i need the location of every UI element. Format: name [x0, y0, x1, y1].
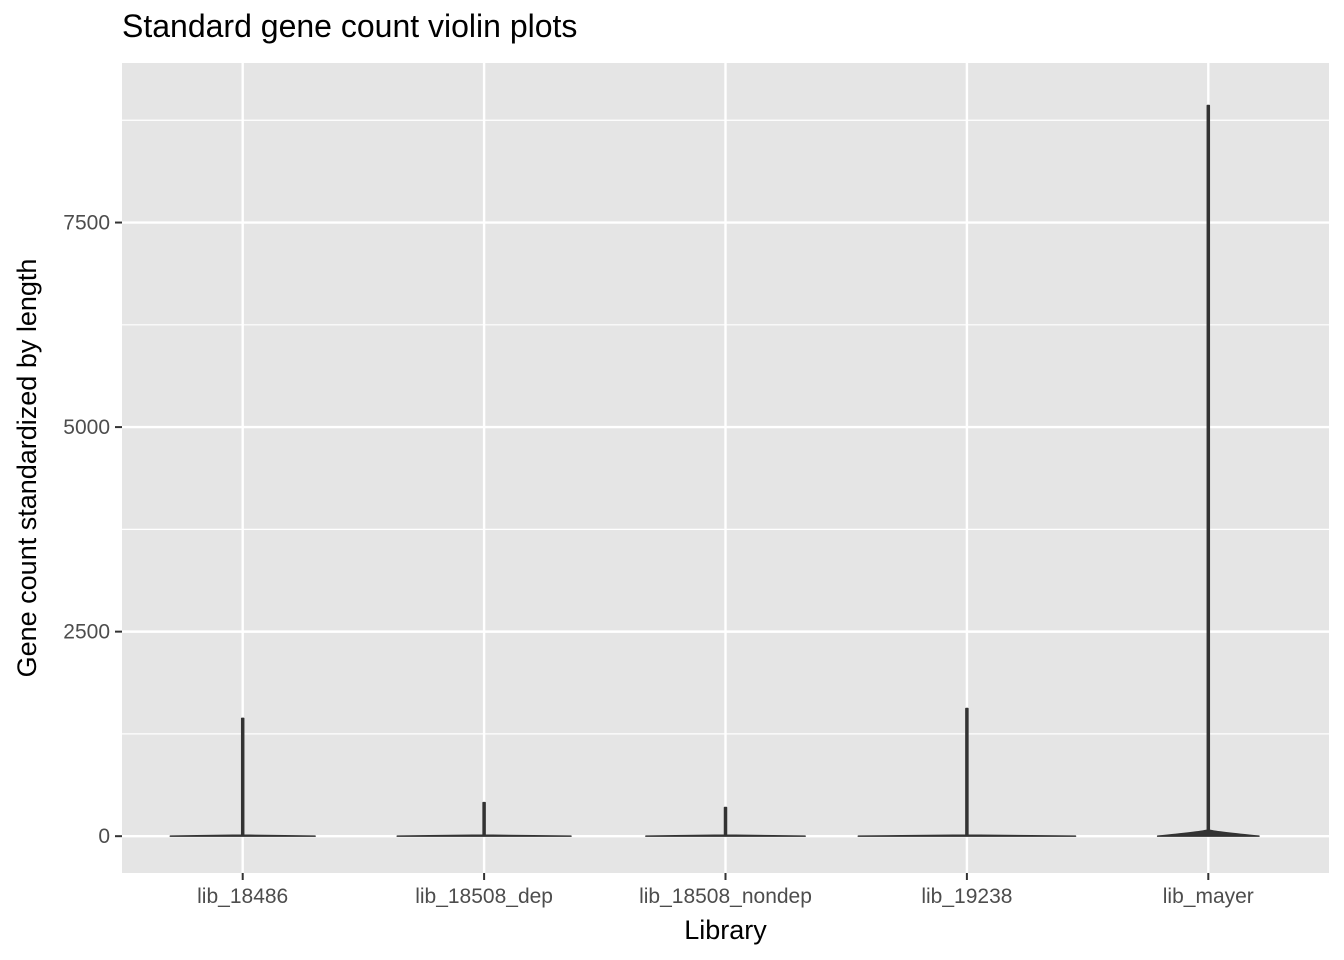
- x-tick-label: lib_19238: [921, 885, 1012, 908]
- y-axis: 0 2500 5000 7500: [63, 212, 122, 848]
- x-axis: lib_18486 lib_18508_dep lib_18508_nondep li…: [197, 873, 1254, 908]
- x-tick-label: lib_mayer: [1163, 885, 1254, 908]
- y-tick-label: 7500: [63, 212, 110, 235]
- y-tick-label: 0: [98, 825, 110, 848]
- x-tick-label: lib_18508_nondep: [639, 885, 812, 908]
- y-tick-label: 2500: [63, 621, 110, 644]
- x-tick-label: lib_18486: [197, 885, 288, 908]
- violin-lib_18508_dep: [396, 801, 572, 837]
- violin-lib_mayer: [1156, 104, 1260, 837]
- violins: [169, 104, 1260, 837]
- x-axis-title: Library: [684, 915, 767, 945]
- violin-lib_18508_nondep: [645, 806, 806, 837]
- violin-lib_19238: [857, 707, 1077, 837]
- chart-title: Standard gene count violin plots: [122, 8, 578, 44]
- y-axis-title: Gene count standardized by length: [12, 259, 42, 678]
- x-tick-label: lib_18508_dep: [415, 885, 553, 908]
- violin-lib_18486: [169, 717, 316, 837]
- y-tick-label: 5000: [63, 416, 110, 439]
